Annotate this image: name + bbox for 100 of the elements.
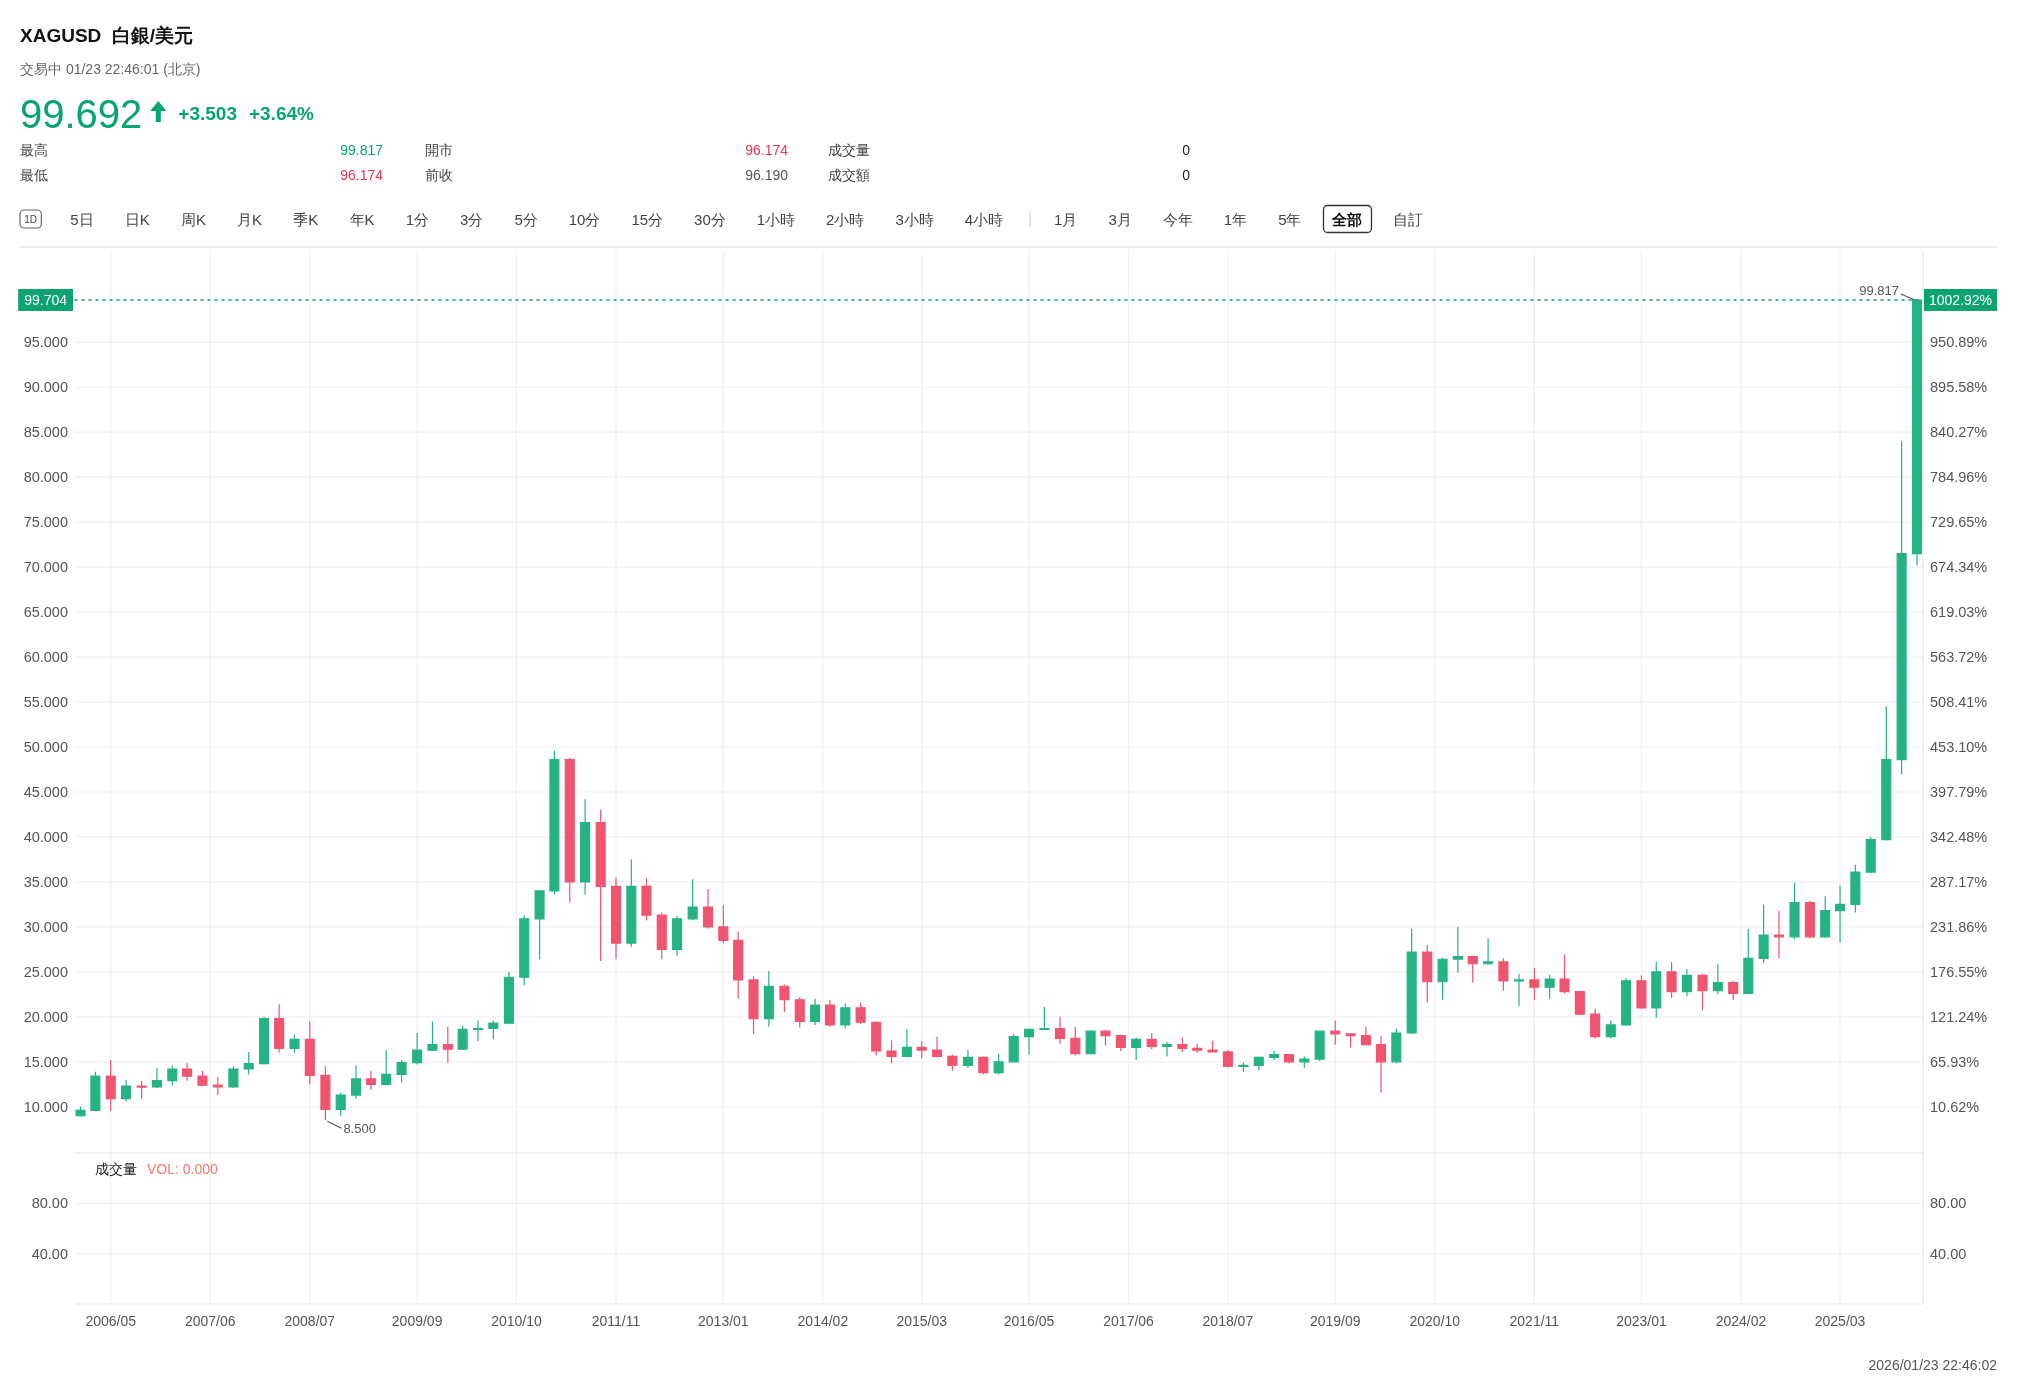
text: 4小時 bbox=[964, 210, 1004, 228]
candlestick bbox=[656, 911, 667, 960]
y2-tick-label: 287.17% bbox=[1930, 873, 1988, 890]
candlestick bbox=[901, 1028, 912, 1058]
text: 1小時 bbox=[756, 210, 796, 228]
candlestick bbox=[457, 1025, 468, 1051]
y2-tick-label: 342.48% bbox=[1930, 828, 1988, 845]
candlestick bbox=[396, 1059, 407, 1084]
chart-title: XAGUSD 白銀/美元 bbox=[20, 25, 194, 46]
candlestick bbox=[136, 1080, 147, 1100]
text: 前收 bbox=[425, 167, 453, 183]
candlestick bbox=[748, 975, 759, 1035]
y-tick-label: 55.000 bbox=[23, 694, 68, 711]
candlestick bbox=[1238, 1062, 1249, 1073]
candlestick bbox=[1070, 1026, 1081, 1057]
text: 自訂 bbox=[1393, 210, 1424, 228]
y2-tick-label: 508.41% bbox=[1930, 694, 1988, 711]
x-tick-label: 2006/05 bbox=[85, 1313, 137, 1329]
candlestick bbox=[1697, 973, 1708, 1012]
y-tick-label: 15.000 bbox=[23, 1053, 68, 1070]
candlestick bbox=[1498, 957, 1509, 992]
candlestick bbox=[1911, 298, 1923, 566]
candlestick bbox=[1666, 961, 1677, 999]
text: 最高 bbox=[20, 142, 48, 158]
candlestick bbox=[442, 1026, 453, 1064]
candlestick bbox=[289, 1034, 300, 1054]
candlestick bbox=[1222, 1049, 1233, 1068]
candlestick bbox=[1422, 944, 1433, 1004]
candlestick bbox=[1085, 1029, 1096, 1056]
candlestick bbox=[1789, 882, 1800, 941]
candlestick bbox=[610, 876, 622, 960]
y2-tick-label: 121.24% bbox=[1930, 1008, 1988, 1025]
candlestick bbox=[105, 1059, 116, 1112]
candlestick bbox=[1115, 1035, 1126, 1052]
x-tick-label: 2021/11 bbox=[1509, 1313, 1560, 1329]
annotation: 99.817 bbox=[1859, 282, 1899, 298]
candlestick bbox=[1131, 1036, 1142, 1061]
text: 3小時 bbox=[895, 210, 934, 228]
text: 1D bbox=[24, 213, 38, 225]
text: 5分 bbox=[514, 210, 538, 228]
y-tick-label: 60.000 bbox=[23, 649, 68, 666]
text: 96.190 bbox=[745, 167, 789, 183]
text: 2026/01/23 22:46:02 bbox=[1868, 1357, 1998, 1373]
x-tick-label: 2015/03 bbox=[896, 1313, 948, 1329]
x-tick-label: 2013/01 bbox=[698, 1313, 749, 1329]
candlestick bbox=[1728, 980, 1739, 1001]
candlestick bbox=[886, 1039, 897, 1065]
y2-tick-label: 674.34% bbox=[1930, 559, 1988, 576]
x-tick-label: 2009/09 bbox=[391, 1313, 443, 1329]
candlestick bbox=[335, 1091, 346, 1117]
candlestick bbox=[167, 1064, 178, 1086]
x-tick-label: 2010/10 bbox=[491, 1313, 542, 1329]
candlestick bbox=[1804, 900, 1815, 940]
candlestick bbox=[90, 1071, 101, 1112]
x-tick-label: 2008/07 bbox=[284, 1313, 336, 1329]
candlestick bbox=[412, 1032, 423, 1066]
text: 1年 bbox=[1223, 210, 1248, 228]
text: 成交額 bbox=[828, 167, 870, 183]
candlestick bbox=[1162, 1041, 1173, 1057]
candlestick bbox=[320, 1065, 331, 1121]
text: 開市 bbox=[425, 142, 453, 158]
candlestick bbox=[978, 1055, 989, 1075]
candlestick bbox=[1636, 974, 1647, 1010]
y2-tick-label: 453.10% bbox=[1930, 739, 1988, 756]
candlestick bbox=[1269, 1050, 1280, 1061]
candlestick bbox=[641, 877, 652, 922]
candlestick bbox=[993, 1053, 1004, 1075]
text: 30分 bbox=[694, 210, 726, 228]
candlestick bbox=[824, 999, 835, 1028]
y-tick-label: 75.000 bbox=[23, 514, 68, 531]
candlestick bbox=[1008, 1033, 1019, 1064]
y2-tick-label: 784.96% bbox=[1930, 469, 1988, 486]
y-tick-label: 85.000 bbox=[23, 424, 68, 441]
text: 5年 bbox=[1278, 210, 1302, 228]
y2-tick-label: 80.00 bbox=[1930, 1195, 1967, 1212]
candlestick bbox=[1467, 955, 1478, 984]
text: 10分 bbox=[568, 210, 601, 228]
y-tick-label: 70.000 bbox=[23, 559, 68, 576]
text: 2小時 bbox=[826, 210, 865, 228]
candlestick bbox=[687, 878, 698, 922]
candlestick bbox=[1299, 1055, 1310, 1069]
candlestick bbox=[1437, 956, 1448, 1001]
candlestick bbox=[427, 1020, 438, 1052]
candlestick bbox=[534, 890, 545, 960]
candlestick bbox=[626, 858, 637, 948]
candlestick bbox=[794, 996, 805, 1029]
candlestick bbox=[1544, 973, 1555, 1000]
candlestick bbox=[1452, 926, 1463, 974]
text: 今年 bbox=[1162, 210, 1193, 228]
candlestick bbox=[120, 1079, 132, 1102]
candlestick bbox=[810, 998, 821, 1026]
candlestick bbox=[1023, 1027, 1035, 1056]
y2-tick-label: 619.03% bbox=[1930, 604, 1988, 621]
x-tick-label: 2016/05 bbox=[1003, 1313, 1055, 1329]
candlestick bbox=[212, 1076, 223, 1096]
candlestick bbox=[1314, 1030, 1325, 1062]
text: 99.817 bbox=[340, 142, 384, 158]
y-tick-label: 20.000 bbox=[23, 1008, 68, 1025]
candlestick bbox=[304, 1020, 315, 1085]
candlestick bbox=[472, 1019, 484, 1042]
